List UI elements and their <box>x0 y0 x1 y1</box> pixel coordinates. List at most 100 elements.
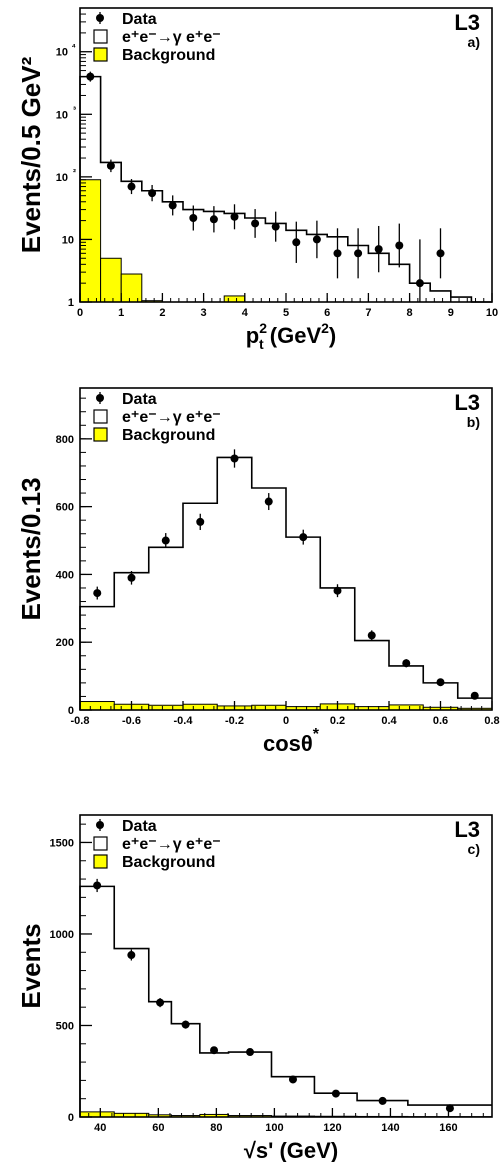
y-tick-label: 600 <box>56 502 74 514</box>
y-tick-exponent: ² <box>73 167 76 177</box>
y-tick-label: 0 <box>68 705 74 717</box>
data-point <box>437 249 445 257</box>
data-point <box>292 238 300 246</box>
x-tick-label: 2 <box>159 307 165 319</box>
data-point <box>313 235 321 243</box>
legend-bkg-swatch <box>94 855 107 868</box>
data-point <box>251 219 259 227</box>
data-point <box>446 1104 454 1112</box>
data-point <box>210 215 218 223</box>
data-point <box>128 183 136 191</box>
y-tick-label: 400 <box>56 569 74 581</box>
background-bar <box>80 702 114 710</box>
x-tick-label: 0.2 <box>330 715 345 727</box>
mc-histogram-line <box>80 77 492 302</box>
data-point <box>148 189 156 197</box>
x-tick-label: 3 <box>201 307 207 319</box>
x-tick-label: 6 <box>324 307 330 319</box>
data-point <box>471 692 479 700</box>
data-point <box>265 498 273 506</box>
x-axis-label: √s' (GeV) <box>244 1138 338 1162</box>
data-point <box>272 223 280 231</box>
x-tick-label: 80 <box>210 1122 222 1134</box>
background-bar <box>183 704 217 710</box>
legend-data-label: Data <box>122 818 157 835</box>
x-tick-label: -0.6 <box>122 715 141 727</box>
x-tick-label: 40 <box>94 1122 106 1134</box>
data-point <box>354 249 362 257</box>
y-axis-label: Events/0.5 GeV² <box>16 56 46 253</box>
background-bar <box>101 258 122 302</box>
x-tick-label: 0 <box>77 307 83 319</box>
x-tick-label: 7 <box>365 307 371 319</box>
data-point <box>416 279 424 287</box>
y-axis-label: Events/0.13 <box>16 477 46 620</box>
x-tick-label: 0 <box>283 715 289 727</box>
x-tick-label: -0.4 <box>174 715 194 727</box>
legend-bkg-label: Background <box>122 47 215 64</box>
data-point <box>210 1046 218 1054</box>
legend-bkg-swatch <box>94 428 107 441</box>
mc-histogram-line <box>80 457 492 710</box>
data-point <box>379 1097 387 1105</box>
x-axis-label: cosθ* <box>263 726 320 756</box>
x-tick-label: 1 <box>118 307 124 319</box>
data-point <box>437 678 445 686</box>
x-tick-label: 0.8 <box>484 715 499 727</box>
legend-mc-swatch <box>94 30 107 43</box>
legend-data-marker <box>96 394 104 402</box>
x-tick-label: -0.2 <box>225 715 244 727</box>
y-tick-label: 1500 <box>50 837 74 849</box>
x-tick-label: 10 <box>486 307 498 319</box>
data-point <box>128 574 136 582</box>
data-point <box>402 659 410 667</box>
legend-data-label: Data <box>122 11 157 28</box>
x-tick-label: 0.4 <box>381 715 397 727</box>
legend-mc-label: e⁺e⁻→γ e⁺e⁻ <box>122 836 221 853</box>
x-tick-label: 60 <box>152 1122 164 1134</box>
y-tick-label: 1000 <box>50 929 74 941</box>
experiment-label: L3 <box>454 817 480 842</box>
x-tick-label: 5 <box>283 307 289 319</box>
data-point <box>93 589 101 597</box>
background-bar <box>121 274 142 302</box>
data-point <box>332 1090 340 1098</box>
legend-mc-swatch <box>94 837 107 850</box>
data-point <box>334 249 342 257</box>
legend-data-label: Data <box>122 391 157 408</box>
y-tick-label: 1 <box>68 297 74 309</box>
data-point <box>182 1021 190 1029</box>
data-point <box>231 455 239 463</box>
mc-histogram-line <box>80 886 492 1117</box>
legend-bkg-label: Background <box>122 427 215 444</box>
y-tick-label: 800 <box>56 434 74 446</box>
data-point <box>156 999 164 1007</box>
data-point <box>375 245 383 253</box>
data-point <box>334 587 342 595</box>
data-point <box>368 631 376 639</box>
data-point <box>189 214 197 222</box>
panel-label: b) <box>467 414 480 430</box>
data-point <box>289 1075 297 1083</box>
y-tick-exponent: ³ <box>73 104 76 114</box>
data-point <box>169 201 177 209</box>
data-point <box>93 881 101 889</box>
x-tick-label: 4 <box>242 307 249 319</box>
data-point <box>127 951 135 959</box>
background-bar <box>224 296 245 302</box>
experiment-label: L3 <box>454 10 480 35</box>
x-tick-label: 140 <box>381 1122 399 1134</box>
y-tick-exponent: ⁴ <box>72 42 76 52</box>
y-tick-label: 200 <box>56 637 74 649</box>
legend-mc-label: e⁺e⁻→γ e⁺e⁻ <box>122 409 221 426</box>
legend-bkg-label: Background <box>122 854 215 871</box>
data-point <box>196 518 204 526</box>
panel-label: a) <box>468 34 480 50</box>
